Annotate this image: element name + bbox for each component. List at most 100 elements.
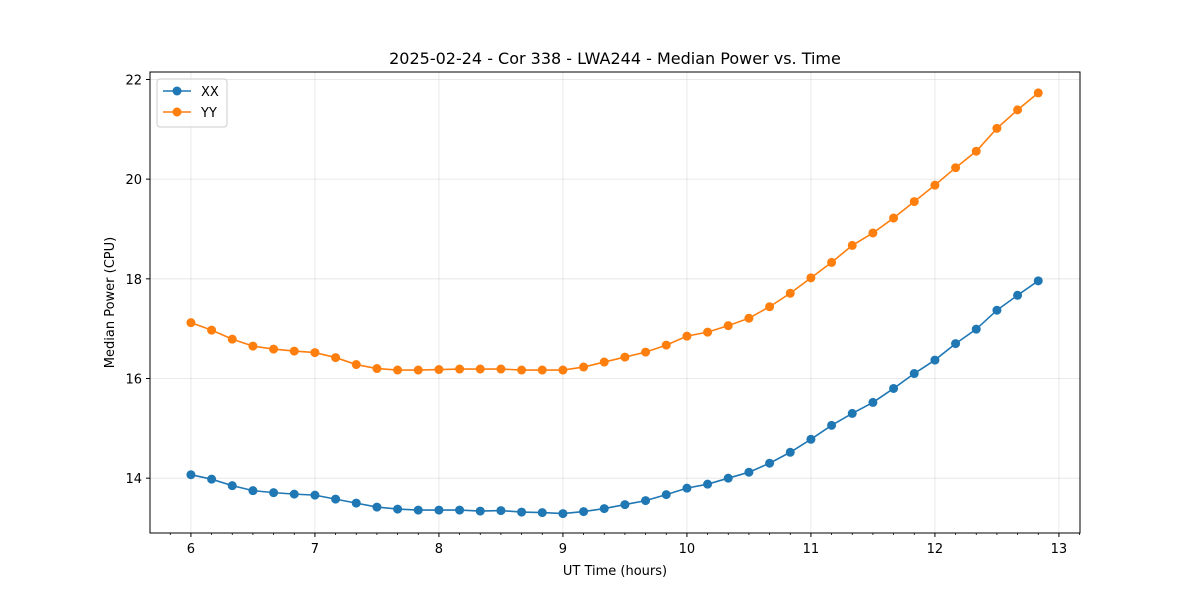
data-point-xx	[248, 486, 258, 496]
data-point-xx	[496, 506, 506, 516]
data-point-yy	[227, 334, 237, 344]
x-axis-label: UT Time (hours)	[563, 564, 667, 579]
data-point-xx	[661, 490, 671, 500]
data-point-xx	[331, 494, 341, 504]
data-point-xx	[723, 473, 733, 483]
data-point-yy	[765, 302, 775, 312]
y-axis-label: Median Power (CPU)	[103, 237, 118, 368]
data-point-yy	[496, 364, 506, 374]
y-tick-label: 22	[125, 73, 142, 88]
data-point-xx	[889, 383, 899, 393]
x-tick-label: 13	[1051, 542, 1068, 557]
data-point-xx	[930, 355, 940, 365]
data-point-yy	[1013, 105, 1023, 115]
data-point-yy	[723, 321, 733, 331]
data-point-xx	[393, 504, 403, 514]
data-point-yy	[620, 352, 630, 362]
data-point-xx	[434, 505, 444, 515]
data-point-yy	[661, 340, 671, 350]
y-tick-label: 20	[125, 173, 142, 188]
data-point-xx	[517, 507, 527, 517]
data-point-xx	[186, 470, 196, 480]
data-point-xx	[827, 420, 837, 430]
data-point-xx	[909, 369, 919, 379]
data-point-yy	[682, 331, 692, 341]
legend-label: XX	[201, 85, 219, 100]
series-xx	[186, 276, 1043, 519]
data-point-xx	[579, 507, 589, 517]
legend: XX YY	[156, 78, 228, 128]
data-point-yy	[785, 288, 795, 298]
data-point-yy	[331, 353, 341, 363]
legend-entry-yy: YY	[163, 106, 217, 121]
data-point-yy	[641, 347, 651, 357]
grid	[150, 72, 1080, 533]
data-point-yy	[909, 197, 919, 207]
data-point-yy	[599, 357, 609, 367]
chart-title: 2025-02-24 - Cor 338 - LWA244 - Median P…	[389, 49, 841, 68]
data-point-yy	[455, 364, 465, 374]
legend-entry-xx: XX	[163, 85, 219, 100]
x-tick-label: 8	[435, 542, 443, 557]
data-point-yy	[558, 365, 568, 375]
data-point-xx	[351, 498, 361, 508]
y-tick-label: 18	[125, 273, 142, 288]
series-layer	[186, 88, 1043, 519]
data-point-xx	[1033, 276, 1043, 286]
data-point-yy	[517, 365, 527, 375]
data-point-xx	[785, 447, 795, 457]
data-point-yy	[827, 257, 837, 267]
data-point-xx	[620, 500, 630, 510]
data-point-yy	[475, 364, 485, 374]
plot-frame	[149, 71, 1081, 534]
data-point-yy	[393, 365, 403, 375]
data-point-yy	[744, 313, 754, 323]
data-point-yy	[413, 365, 423, 375]
data-point-xx	[289, 489, 299, 499]
data-point-xx	[682, 483, 692, 493]
legend-marker	[172, 107, 182, 117]
data-point-xx	[868, 397, 878, 407]
data-point-xx	[1013, 290, 1023, 300]
data-point-yy	[269, 344, 279, 354]
data-point-yy	[372, 364, 382, 374]
series-yy	[186, 88, 1043, 375]
data-point-xx	[269, 488, 279, 498]
data-point-xx	[475, 506, 485, 516]
data-point-xx	[537, 508, 547, 518]
x-tick-label: 11	[803, 542, 820, 557]
data-point-xx	[455, 505, 465, 515]
data-point-yy	[537, 365, 547, 375]
x-tick-label: 9	[559, 542, 567, 557]
x-tick-label: 10	[679, 542, 696, 557]
data-point-yy	[868, 228, 878, 238]
data-point-yy	[248, 341, 258, 351]
data-point-yy	[310, 348, 320, 358]
y-tick-label: 16	[125, 373, 142, 388]
data-point-xx	[971, 324, 981, 334]
data-point-yy	[434, 365, 444, 375]
data-point-xx	[992, 305, 1002, 315]
data-point-yy	[289, 346, 299, 356]
data-point-xx	[765, 458, 775, 468]
data-point-xx	[806, 434, 816, 444]
data-point-yy	[806, 273, 816, 283]
data-point-xx	[951, 339, 961, 349]
data-point-xx	[413, 505, 423, 515]
legend-marker	[172, 86, 182, 96]
data-point-xx	[558, 509, 568, 519]
data-point-yy	[847, 240, 857, 250]
data-point-xx	[744, 467, 754, 477]
data-point-yy	[579, 362, 589, 372]
data-point-xx	[599, 504, 609, 514]
data-point-yy	[1033, 88, 1043, 98]
data-point-yy	[971, 146, 981, 156]
y-tick-label: 14	[125, 472, 142, 487]
data-point-yy	[889, 213, 899, 223]
legend-label: YY	[200, 106, 217, 121]
data-point-yy	[992, 123, 1002, 133]
data-point-xx	[641, 496, 651, 506]
data-point-xx	[227, 481, 237, 491]
data-point-yy	[951, 163, 961, 173]
